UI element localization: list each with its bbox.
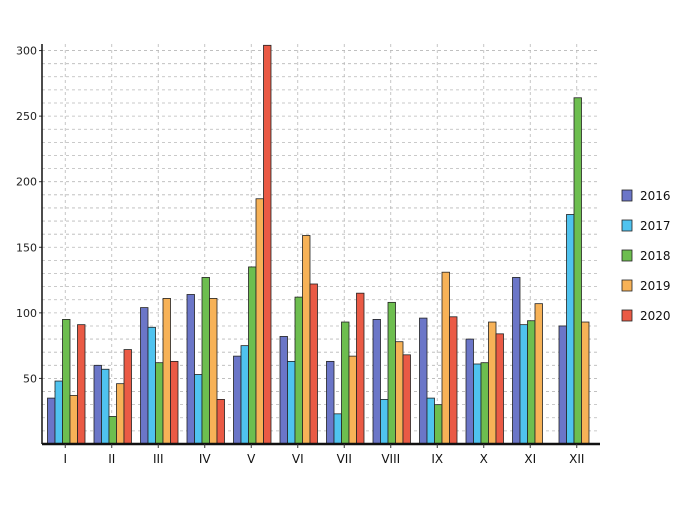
x-tick-label: X <box>480 452 488 466</box>
bar-2019-V <box>255 198 264 445</box>
bar-2019-XI <box>534 303 543 445</box>
bar-2020-VIII <box>402 354 411 445</box>
x-tick-label: I <box>63 452 67 466</box>
bar-2016-XII <box>558 325 567 445</box>
bar-2019-II <box>116 383 125 445</box>
bar-2016-III <box>140 307 149 445</box>
legend-swatch-2017 <box>621 219 633 232</box>
bar-2016-VII <box>326 360 335 445</box>
y-tick-label: 100 <box>16 307 37 320</box>
bar-2020-VII <box>356 292 365 445</box>
bar-2016-VIII <box>372 319 381 445</box>
legend-label-2017: 2017 <box>640 219 671 233</box>
y-tick-label: 250 <box>16 110 37 123</box>
bar-2019-I <box>69 395 78 445</box>
x-tick-label: V <box>247 452 256 466</box>
bar-2020-V <box>263 44 272 445</box>
bar-2017-I <box>54 380 63 445</box>
bar-2018-V <box>248 266 257 445</box>
bar-2018-VII <box>341 321 350 445</box>
bar-2017-XI <box>519 324 528 445</box>
bar-2019-III <box>162 298 171 445</box>
x-tick-label: VIII <box>381 452 400 466</box>
x-tick-label: XI <box>524 452 536 466</box>
legend-swatch-2019 <box>621 279 633 292</box>
bar-2016-II <box>93 364 102 445</box>
x-tick-label: XII <box>569 452 584 466</box>
bar-2019-X <box>488 321 497 445</box>
axes <box>41 44 600 446</box>
x-tick-label: IV <box>199 452 212 466</box>
bar-2017-X <box>473 363 482 445</box>
legend-label-2020: 2020 <box>640 309 671 323</box>
bar-2018-VIII <box>387 301 396 445</box>
bar-2016-V <box>233 355 242 445</box>
x-tick-label: VI <box>292 452 304 466</box>
bar-2019-IX <box>441 271 450 445</box>
legend-label-2019: 2019 <box>640 279 671 293</box>
bar-2020-VI <box>309 283 318 445</box>
bar-2017-IX <box>426 397 435 445</box>
bar-2017-III <box>147 326 156 445</box>
bar-2017-V <box>240 345 249 445</box>
bar-2017-II <box>101 368 110 445</box>
bar-2018-VI <box>294 296 303 445</box>
bar-2020-I <box>77 324 86 445</box>
bar-2018-X <box>480 362 489 445</box>
bar-2019-IV <box>209 298 218 445</box>
bar-2018-IV <box>201 277 210 445</box>
bar-2018-XI <box>527 320 536 445</box>
bar-2019-VI <box>302 235 311 445</box>
x-tick-label: III <box>153 452 164 466</box>
bar-2017-VII <box>333 413 342 445</box>
y-tick-label: 150 <box>16 241 37 254</box>
legend-label-2018: 2018 <box>640 249 671 263</box>
bar-2016-X <box>465 338 474 445</box>
x-tick-label: IX <box>431 452 443 466</box>
bar-2020-IV <box>216 399 225 445</box>
bar-2016-XI <box>512 277 521 445</box>
legend-swatch-2018 <box>621 249 633 262</box>
bar-2016-I <box>47 397 56 445</box>
x-axis-ticks: I II III IV V VI VII VIII IX X XI XII <box>63 444 584 466</box>
bar-2020-X <box>495 333 504 445</box>
y-tick-label: 50 <box>23 372 37 385</box>
bar-2017-VI <box>287 360 296 445</box>
bar-2020-II <box>123 349 132 445</box>
bar-2016-IX <box>419 317 428 445</box>
bar-2017-IV <box>194 374 203 445</box>
legend: 2016 2017 2018 2019 2020 <box>621 189 671 323</box>
y-tick-label: 300 <box>16 45 37 58</box>
bar-2020-III <box>170 360 179 445</box>
bar-2018-III <box>155 362 164 445</box>
bar-2016-VI <box>279 336 288 445</box>
bar-2018-IX <box>434 404 443 445</box>
bar-2018-II <box>108 416 117 445</box>
bar-2019-VII <box>348 355 357 445</box>
y-tick-label: 200 <box>16 176 37 189</box>
bar-2017-XII <box>566 214 575 445</box>
bar-2018-XII <box>573 97 582 445</box>
x-tick-label: II <box>108 452 115 466</box>
bar-2016-IV <box>186 294 195 445</box>
bar-2017-VIII <box>380 399 389 445</box>
legend-swatch-2016 <box>621 189 633 202</box>
bar-2020-IX <box>449 316 458 445</box>
y-axis-ticks: 50 100 150 200 250 300 <box>16 45 42 385</box>
bar-2019-XII <box>581 321 590 445</box>
legend-label-2016: 2016 <box>640 189 671 203</box>
bar-2019-VIII <box>395 341 404 445</box>
legend-swatch-2020 <box>621 309 633 322</box>
bar-2018-I <box>62 319 71 445</box>
bars <box>47 44 590 445</box>
x-tick-label: VII <box>337 452 352 466</box>
